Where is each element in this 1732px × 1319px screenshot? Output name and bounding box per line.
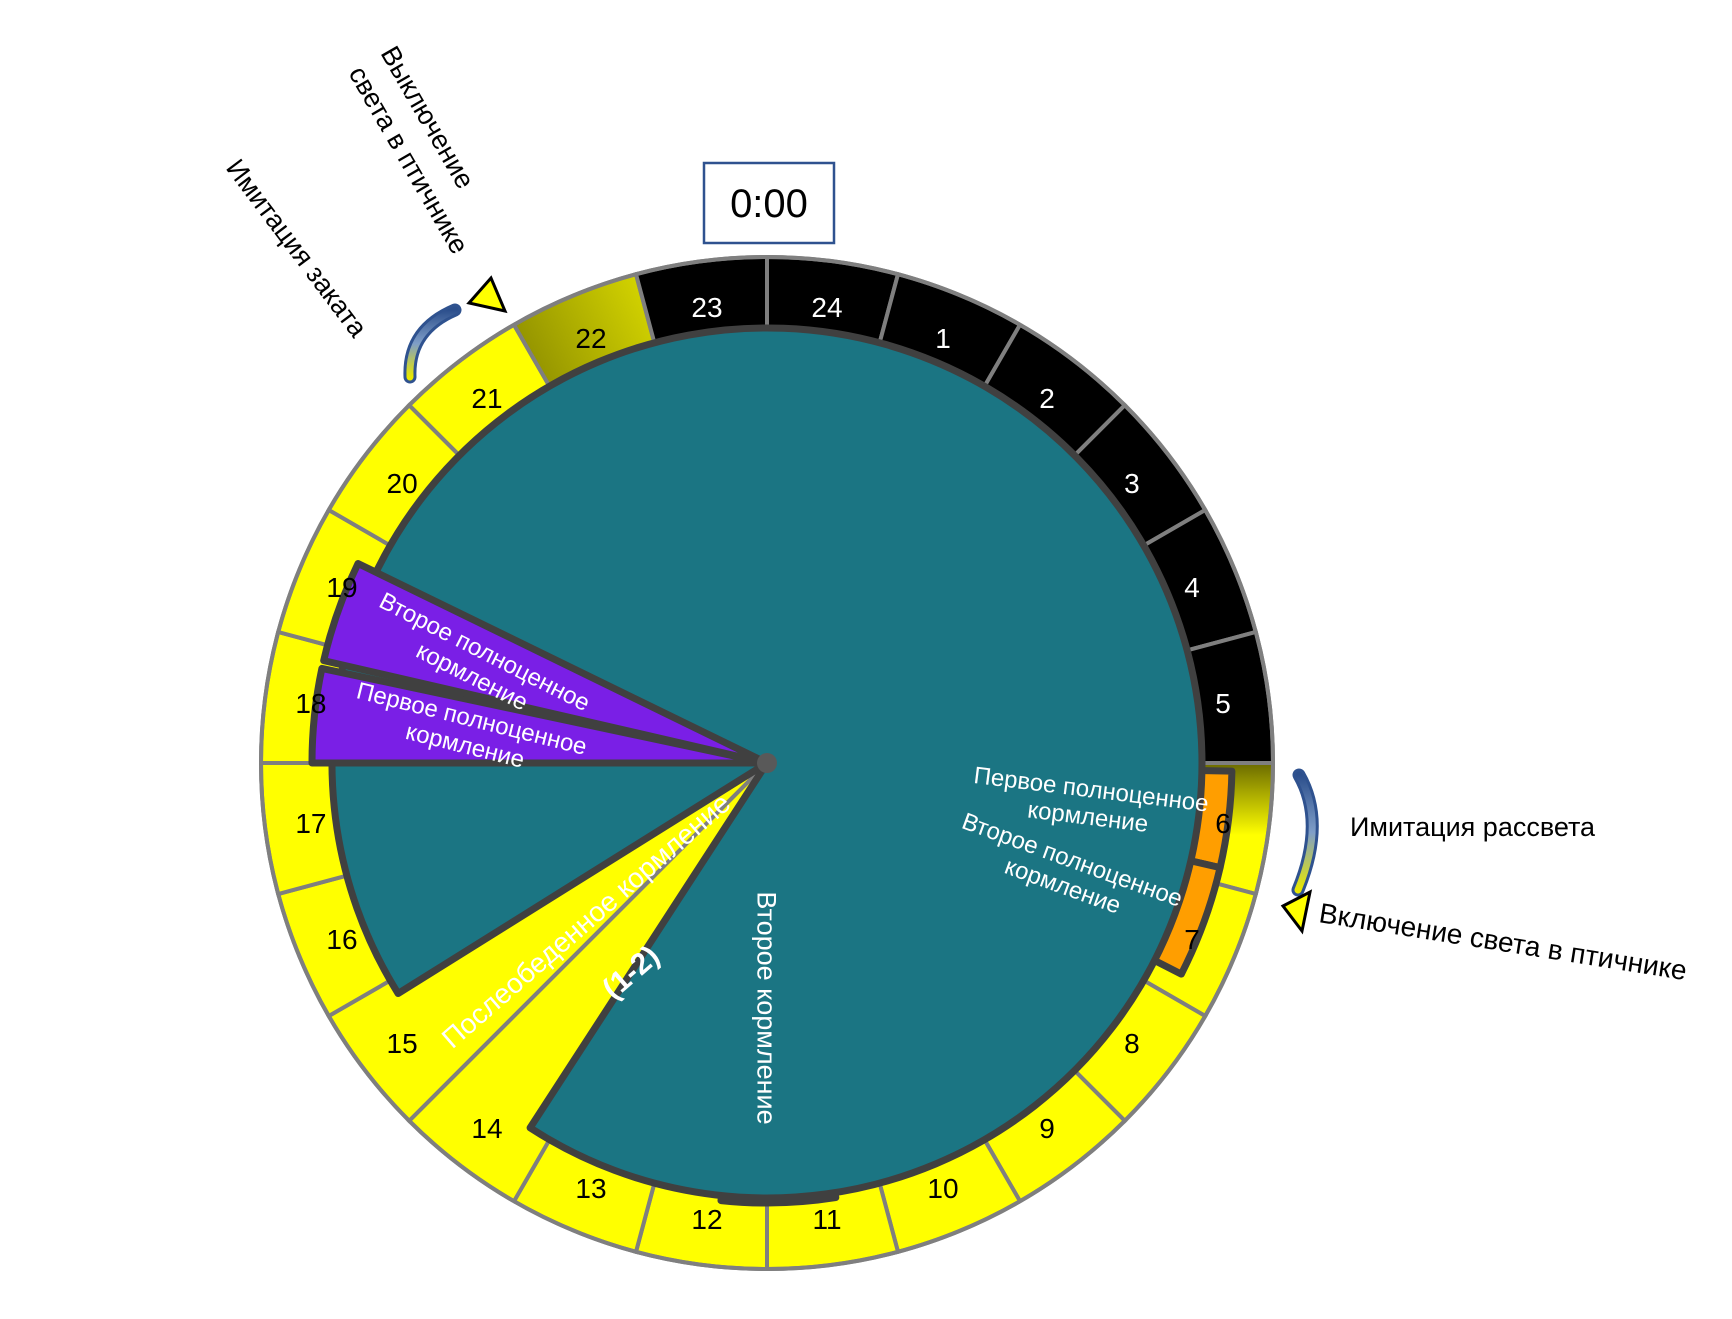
light-on-label: Включение света в птичнике	[1317, 897, 1689, 986]
hour-label-8: 8	[1124, 1028, 1140, 1059]
hour-label-24: 24	[811, 292, 842, 323]
hour-label-18: 18	[295, 688, 326, 719]
dawn-label: Имитация рассвета	[1350, 812, 1596, 842]
hour-label-19: 19	[326, 572, 357, 603]
hour-label-9: 9	[1039, 1113, 1055, 1144]
hour-label-1: 1	[935, 323, 951, 354]
hour-label-3: 3	[1124, 468, 1140, 499]
feeding-sector-evening-second	[320, 560, 771, 767]
hour-label-5: 5	[1215, 688, 1231, 719]
hour-label-20: 20	[387, 468, 418, 499]
hour-label-10: 10	[927, 1173, 958, 1204]
hour-label-2: 2	[1039, 383, 1055, 414]
hour-label-7: 7	[1184, 924, 1200, 955]
light-on-triangle-icon	[1280, 889, 1313, 935]
dial-rim	[259, 255, 1275, 1271]
hour-label-21: 21	[471, 383, 502, 414]
dawn-annotation: Имитация рассвета Включение света в птич…	[1280, 768, 1689, 986]
light-off-triangle-icon	[466, 275, 508, 314]
hour-label-6: 6	[1215, 808, 1231, 839]
hour-label-13: 13	[575, 1173, 606, 1204]
sunset-annotation: Имитация заката Выключение света в птичн…	[220, 41, 508, 384]
hour-label-11: 11	[812, 1204, 841, 1235]
hour-label-16: 16	[326, 924, 357, 955]
feeding-label-line: Второе кормление	[752, 891, 782, 1124]
sunset-label: Имитация заката	[220, 154, 373, 344]
hour-label-14: 14	[471, 1113, 502, 1144]
hour-label-15: 15	[387, 1028, 418, 1059]
hour-label-17: 17	[295, 808, 326, 839]
hour-label-22: 22	[575, 323, 606, 354]
feeding-label-midday-second: Второе кормление	[752, 891, 782, 1124]
dial-hub	[757, 753, 777, 773]
hour-label-12: 12	[691, 1204, 722, 1235]
hour-label-4: 4	[1184, 572, 1200, 603]
midnight-label: 0:00	[730, 182, 808, 226]
midnight-label-box: 0:00	[702, 161, 836, 245]
hour-label-23: 23	[691, 292, 722, 323]
